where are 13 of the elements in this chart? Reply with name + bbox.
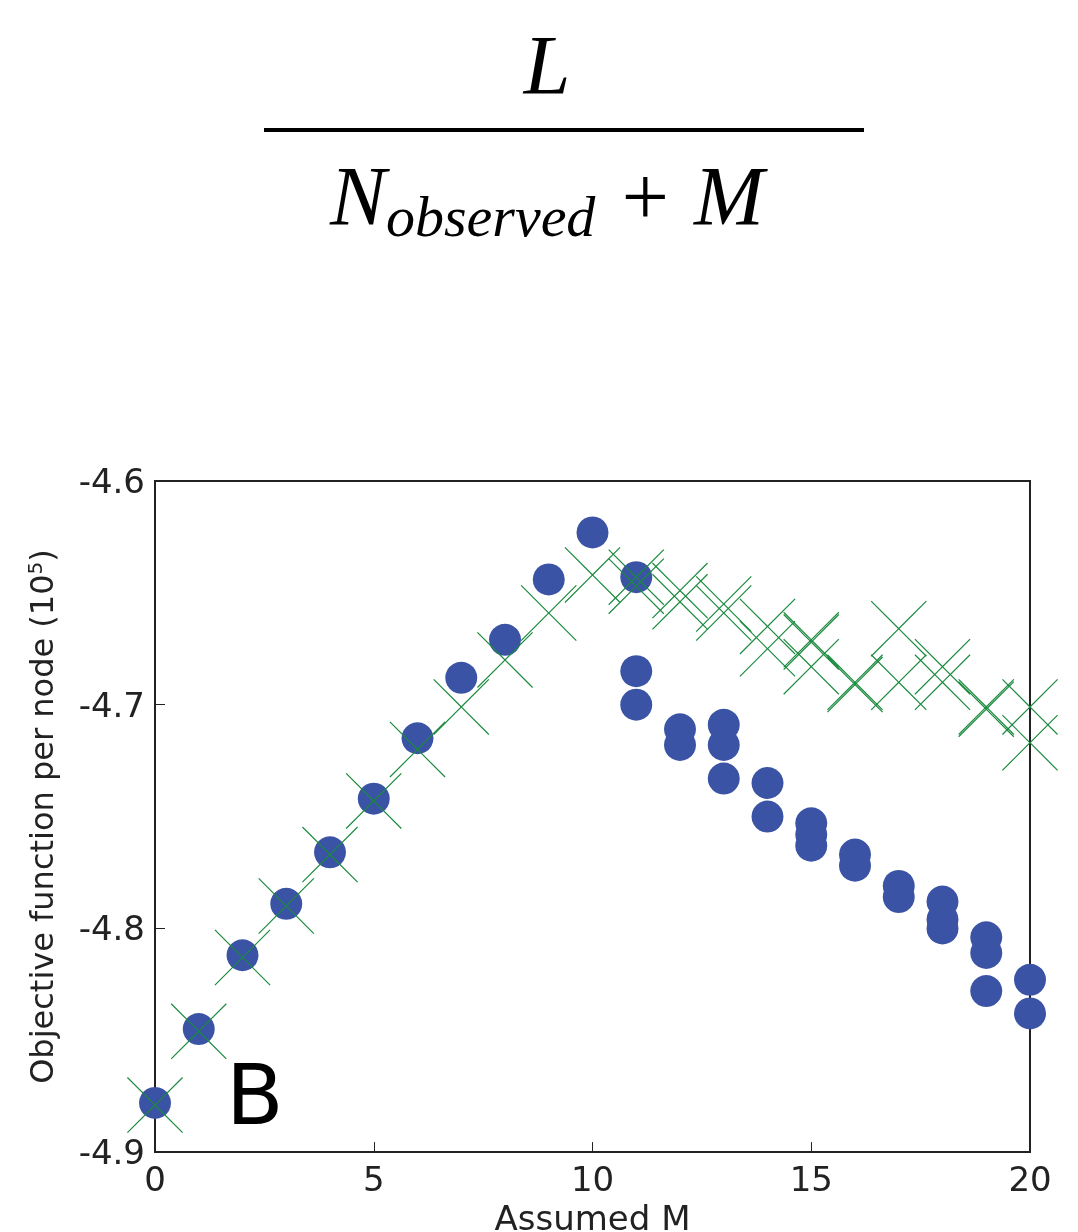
x-tick-label: 5 [362, 1159, 385, 1200]
chart-title: L [522, 18, 571, 112]
x-tick-label: 0 [144, 1159, 166, 1200]
y-tick-label: -4.7 [78, 684, 145, 725]
y-axis-title: Objective function per node (105) [23, 549, 61, 1084]
x-tick-label: 20 [1008, 1159, 1052, 1200]
y-tick-label: -4.9 [78, 1132, 145, 1173]
x-tick-label: 10 [570, 1159, 615, 1200]
x-axis-title: Assumed M [494, 1198, 691, 1232]
y-tick-label: -4.8 [78, 908, 145, 949]
y-tick-label: -4.6 [78, 461, 145, 501]
x-tick-label: 15 [789, 1159, 833, 1200]
annotation: B [226, 1046, 284, 1144]
